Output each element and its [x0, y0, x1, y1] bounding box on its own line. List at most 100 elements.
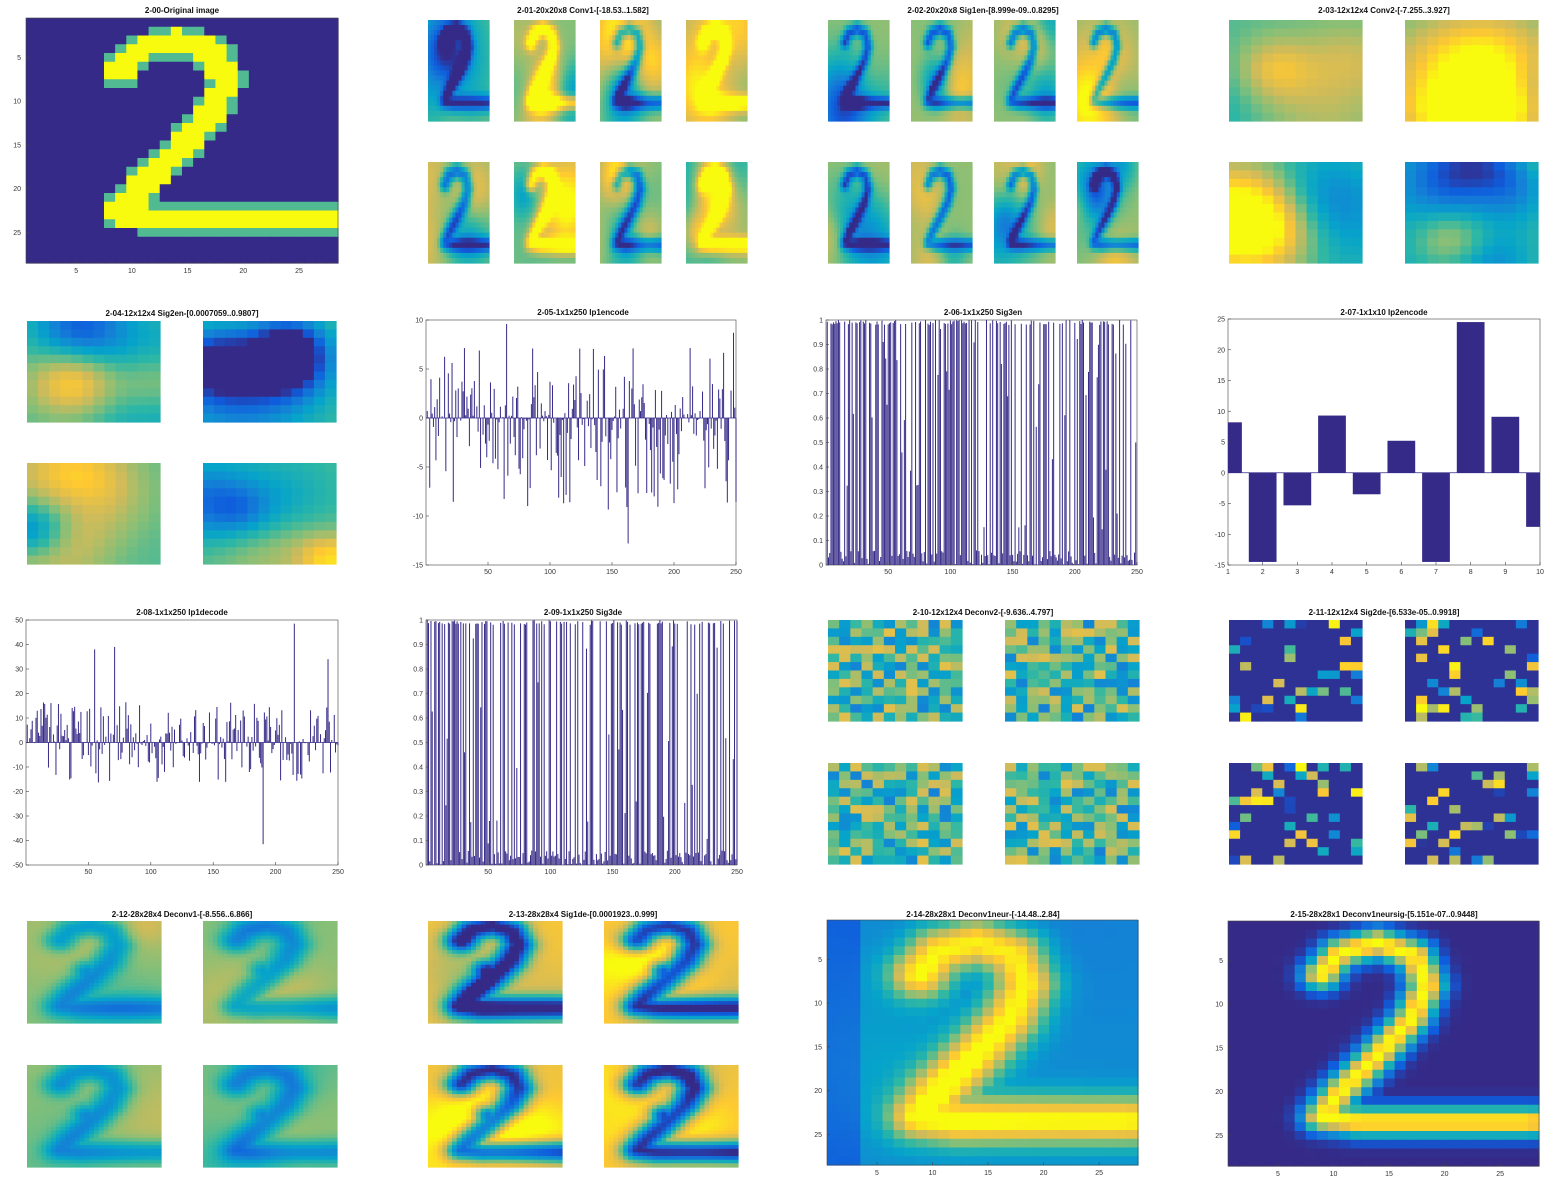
heat-cell: [271, 79, 283, 88]
heat-cell: [82, 246, 94, 255]
heat-cell: [149, 167, 161, 176]
heat-cell: [82, 202, 94, 211]
heat-cell: [182, 18, 194, 27]
heat-cell: [293, 44, 305, 53]
heat-cell: [193, 71, 205, 80]
y-tick-label: 20: [13, 186, 21, 193]
heat-cell: [115, 18, 127, 27]
heat-cell: [37, 228, 49, 237]
heat-cell: [126, 62, 138, 71]
heat-cell: [126, 18, 138, 27]
x-tick-label: 25: [295, 268, 303, 275]
heat-cell: [886, 111, 890, 117]
heat-cell: [282, 219, 294, 228]
heat-cell: [658, 50, 662, 56]
heat-cell: [126, 228, 138, 237]
heat-cell: [282, 246, 294, 255]
heat-cell: [572, 81, 576, 87]
heat-cell: [137, 123, 149, 132]
heat-cell: [182, 158, 194, 167]
heat-cell: [48, 228, 60, 237]
heat-cell: [227, 246, 239, 255]
heat-cell: [115, 27, 127, 36]
heat-cell: [316, 158, 328, 167]
heat-cell: [658, 172, 662, 178]
heat-cell: [93, 79, 105, 88]
heat-cell: [93, 149, 105, 158]
heat-cell: [215, 246, 227, 255]
heat-cell: [486, 60, 490, 66]
heat-cell: [126, 193, 138, 202]
heat-cell: [48, 88, 60, 97]
heat-cell: [149, 158, 161, 167]
heat-cell: [238, 167, 250, 176]
heat-cell: [93, 44, 105, 53]
heat-cell: [327, 79, 339, 88]
heat-cell: [37, 176, 49, 185]
heat-cell: [71, 71, 83, 80]
heat-cell: [160, 193, 172, 202]
heat-cell: [48, 44, 60, 53]
heat-cell: [149, 62, 161, 71]
heat-cell: [59, 149, 71, 158]
heat-cell: [37, 36, 49, 45]
heat-cell: [48, 97, 60, 106]
heat-cell: [204, 44, 216, 53]
heat-cell: [658, 218, 662, 224]
heat-cell: [171, 44, 183, 53]
heat-cell: [305, 79, 317, 88]
heat-cell: [886, 50, 890, 56]
heat-cell: [658, 45, 662, 51]
heat-cell: [126, 44, 138, 53]
heat-cell: [572, 55, 576, 61]
heat-cell: [249, 184, 261, 193]
heat-cell: [126, 211, 138, 220]
heat-cell: [271, 149, 283, 158]
feature-map-1: [911, 20, 973, 122]
heat-cell: [193, 27, 205, 36]
heat-cell: [969, 20, 973, 26]
heat-cell: [171, 254, 183, 263]
heat-cell: [82, 62, 94, 71]
heat-cell: [182, 88, 194, 97]
heat-cell: [886, 71, 890, 77]
heat-cell: [82, 167, 94, 176]
heat-cell: [215, 71, 227, 80]
heat-cell: [37, 123, 49, 132]
heat-cell: [71, 97, 83, 106]
heat-cell: [59, 184, 71, 193]
heat-cell: [305, 44, 317, 53]
heat-cell: [137, 228, 149, 237]
heat-cell: [37, 254, 49, 263]
y-tick-label: 15: [13, 142, 21, 149]
heat-cell: [115, 79, 127, 88]
heat-cell: [37, 71, 49, 80]
heat-cell: [238, 106, 250, 115]
heat-cell: [115, 114, 127, 123]
heat-cell: [93, 176, 105, 185]
heat-cell: [293, 193, 305, 202]
heat-cell: [238, 36, 250, 45]
heat-cell: [486, 177, 490, 183]
heat-cell: [316, 184, 328, 193]
heat-cell: [26, 246, 38, 255]
heat-cell: [149, 71, 161, 80]
heat-cell: [149, 184, 161, 193]
heat-cell: [327, 158, 339, 167]
heat-cell: [215, 97, 227, 106]
heat-cell: [26, 158, 38, 167]
heat-cell: [316, 193, 328, 202]
heat-cell: [238, 53, 250, 62]
heat-cell: [572, 172, 576, 178]
heat-cell: [249, 71, 261, 80]
heat-cell: [271, 228, 283, 237]
heat-cell: [282, 53, 294, 62]
heat-cell: [82, 71, 94, 80]
heat-cell: [93, 237, 105, 246]
heat-cell: [886, 65, 890, 71]
heat-cell: [238, 193, 250, 202]
heat-cell: [171, 79, 183, 88]
heat-cell: [193, 97, 205, 106]
heat-cell: [572, 76, 576, 82]
heat-cell: [171, 202, 183, 211]
